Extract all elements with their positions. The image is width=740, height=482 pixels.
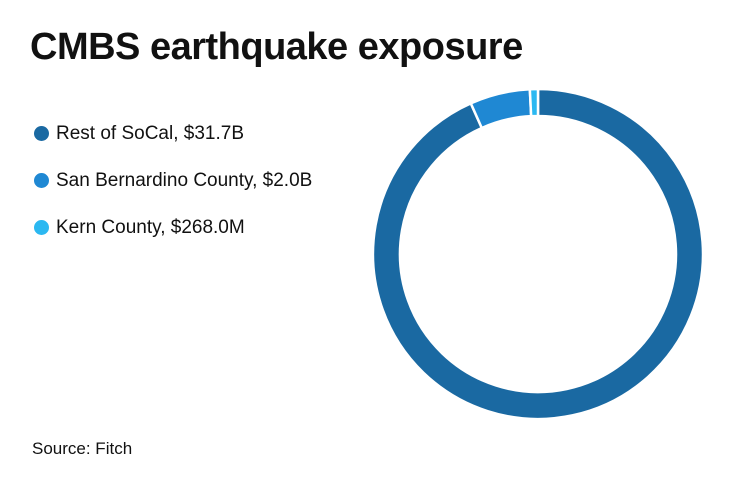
legend-swatch — [34, 126, 49, 141]
legend-label: Kern County, $268.0M — [56, 216, 245, 238]
legend-swatch — [34, 220, 49, 235]
legend-label: Rest of SoCal, $31.7B — [56, 122, 244, 144]
donut-slice-rest-of-socal — [371, 87, 705, 421]
legend-label: San Bernardino County, $2.0B — [56, 169, 313, 191]
legend-item: Rest of SoCal, $31.7B — [34, 110, 312, 157]
legend-swatch — [34, 173, 49, 188]
donut-slice-san-bernardino-county — [469, 87, 533, 130]
legend-item: San Bernardino County, $2.0B — [34, 157, 312, 204]
donut-slice-kern-county — [528, 87, 540, 118]
legend-item: Kern County, $268.0M — [34, 204, 312, 251]
source-note: Source: Fitch — [32, 439, 133, 458]
chart-title: CMBS earthquake exposure — [30, 26, 523, 68]
legend: Rest of SoCal, $31.7B San Bernardino Cou… — [34, 110, 312, 251]
